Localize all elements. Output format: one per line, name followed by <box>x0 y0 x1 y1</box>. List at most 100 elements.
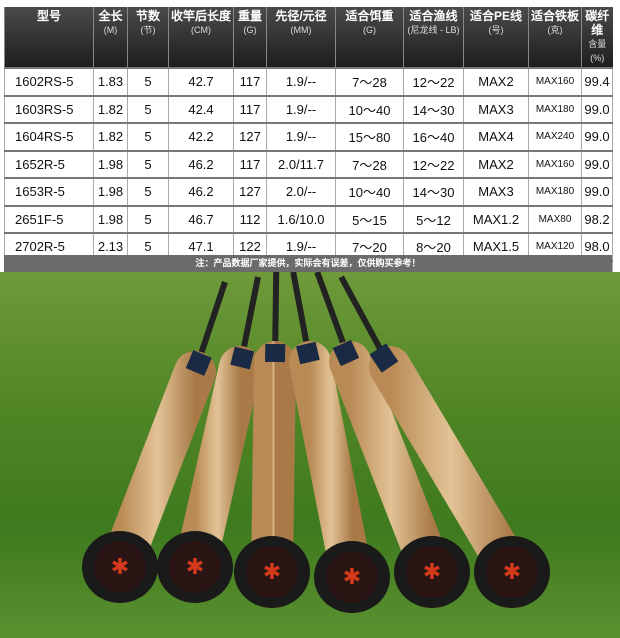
table-row: 1604RS-5 1.82 5 42.2 127 1.9/-- 15～80 16～40 MAX4… <box>4 122 613 151</box>
table-cell: 46.7 <box>168 204 234 234</box>
column-header: 先径/元径 (MM) <box>266 7 336 68</box>
table-cell: 12～22 <box>403 149 464 179</box>
column-header: 重量 (G) <box>233 7 267 68</box>
column-header: 适合饵重 (G) <box>335 7 404 68</box>
table-cell: 1.82 <box>93 94 128 124</box>
table-cell: 127 <box>233 122 267 151</box>
table-cell: 5 <box>127 204 169 234</box>
table-cell: 2.0/-- <box>266 177 336 206</box>
disclaimer-note: 注：产品数据厂家提供，实际会有误差，仅供购买参考！ <box>4 255 612 272</box>
header-unit: 含量(%) <box>588 39 607 63</box>
header-label: 收竿后长度 <box>170 9 231 23</box>
header-label: 适合渔线 <box>409 9 458 23</box>
table-cell: 2651F-5 <box>4 204 94 234</box>
rod-handle: ✱ <box>289 272 390 613</box>
table-cell: MAX4 <box>463 122 529 151</box>
table-cell: 14～30 <box>403 94 464 124</box>
table-cell: MAX160 <box>528 149 582 179</box>
table-cell: 1.82 <box>93 122 128 151</box>
table-cell: 1.83 <box>93 67 128 96</box>
table-cell: 99.0 <box>581 177 613 206</box>
header-label: 全长 <box>98 9 123 23</box>
table-row: 1653R-5 1.98 5 46.2 127 2.0/-- 10～40 14～30 MAX3 M… <box>4 177 613 206</box>
table-cell: 98.2 <box>581 204 613 234</box>
rod-handle: ✱ <box>82 281 228 603</box>
table-row: 1602RS-5 1.83 5 42.7 117 1.9/-- 7～28 12～22 MAX2 M… <box>4 67 613 96</box>
table-cell: 5 <box>127 94 169 124</box>
header-unit: (G) <box>363 25 376 35</box>
header-unit: (克) <box>547 25 563 35</box>
table-cell: 1653R-5 <box>4 177 94 206</box>
product-photo: ✱ ✱ ✱ ✱ ✱ ✱ <box>0 272 620 638</box>
header-label: 型号 <box>36 9 61 23</box>
table-cell: 10～40 <box>335 177 404 206</box>
column-header: 适合渔线 (尼龙线 - LB) <box>403 7 464 68</box>
column-header: 适合铁板 (克) <box>528 7 582 68</box>
table-cell: 1.98 <box>93 204 128 234</box>
table-cell: MAX3 <box>463 177 529 206</box>
table-cell: MAX180 <box>528 94 582 124</box>
header-label: 适合铁板 <box>530 9 579 23</box>
table-cell: 42.7 <box>168 67 234 96</box>
table-cell: MAX2 <box>463 149 529 179</box>
table-cell: 117 <box>233 94 267 124</box>
column-header: 全长 (M) <box>93 7 128 68</box>
table-cell: 10～40 <box>335 94 404 124</box>
table-cell: 1603RS-5 <box>4 94 94 124</box>
table-cell: 1.98 <box>93 177 128 206</box>
table-cell: MAX80 <box>528 204 582 234</box>
table-cell: 14～30 <box>403 177 464 206</box>
table-cell: 1.9/-- <box>266 94 336 124</box>
scorpion-logo-icon: ✱ <box>423 559 441 584</box>
table-cell: 1.9/-- <box>266 67 336 96</box>
table-cell: 99.0 <box>581 149 613 179</box>
table-cell: 46.2 <box>168 149 234 179</box>
header-unit: (CM) <box>191 25 211 35</box>
table-cell: 5 <box>127 122 169 151</box>
scorpion-logo-icon: ✱ <box>503 559 521 584</box>
table-row: 1652R-5 1.98 5 46.2 117 2.0/11.7 7～28 12～22 MAX2… <box>4 149 613 179</box>
header-unit: (M) <box>103 25 118 35</box>
table-cell: 1.98 <box>93 149 128 179</box>
header-label: 适合PE线 <box>469 9 522 23</box>
table-cell: MAX160 <box>528 67 582 96</box>
table-cell: 12～22 <box>403 67 464 96</box>
table-cell: 16～40 <box>403 122 464 151</box>
table-cell: 5 <box>127 177 169 206</box>
table-cell: MAX3 <box>463 94 529 124</box>
table-cell: 42.2 <box>168 122 234 151</box>
header-label: 先径/元径 <box>275 9 327 23</box>
table-cell: 42.4 <box>168 94 234 124</box>
table-cell: 99.4 <box>581 67 613 96</box>
header-unit: (MM) <box>290 25 312 35</box>
table-cell: MAX180 <box>528 177 582 206</box>
rod-handle: ✱ <box>314 272 470 608</box>
header-unit: (节) <box>140 25 156 35</box>
header-label: 碳纤维 <box>585 9 610 37</box>
header-label: 重量 <box>237 9 262 23</box>
table-cell: MAX240 <box>528 122 582 151</box>
scorpion-logo-icon: ✱ <box>111 554 129 579</box>
table-header: 型号 全长 (M) 节数 (节) 收竿后长度 (CM) 重量 (G) 先径/元径 (MM) 适合饵重 (… <box>4 7 613 68</box>
rod-handle: ✱ <box>234 272 310 608</box>
column-header: 碳纤维含量(%) <box>581 7 613 68</box>
scorpion-logo-icon: ✱ <box>263 559 281 584</box>
scorpion-logo-icon: ✱ <box>343 564 361 589</box>
table-cell: 112 <box>233 204 267 234</box>
column-header: 型号 <box>4 7 94 68</box>
column-header: 收竿后长度 (CM) <box>168 7 234 68</box>
rod-handle: ✱ <box>338 275 550 608</box>
table-cell: 99.0 <box>581 94 613 124</box>
table-cell: 7～28 <box>335 67 404 96</box>
header-unit: (G) <box>243 25 257 35</box>
table-cell: 2.0/11.7 <box>266 149 336 179</box>
table-cell: 1604RS-5 <box>4 122 94 151</box>
header-unit: (尼龙线 - LB) <box>407 25 460 35</box>
header-label: 节数 <box>135 9 160 23</box>
table-cell: 5～12 <box>403 204 464 234</box>
table-cell: 117 <box>233 149 267 179</box>
table-cell: MAX2 <box>463 67 529 96</box>
scorpion-logo-icon: ✱ <box>186 554 204 579</box>
table-row: 1603RS-5 1.82 5 42.4 117 1.9/-- 10～40 14～30 MAX3… <box>4 94 613 124</box>
table-cell: 15～80 <box>335 122 404 151</box>
